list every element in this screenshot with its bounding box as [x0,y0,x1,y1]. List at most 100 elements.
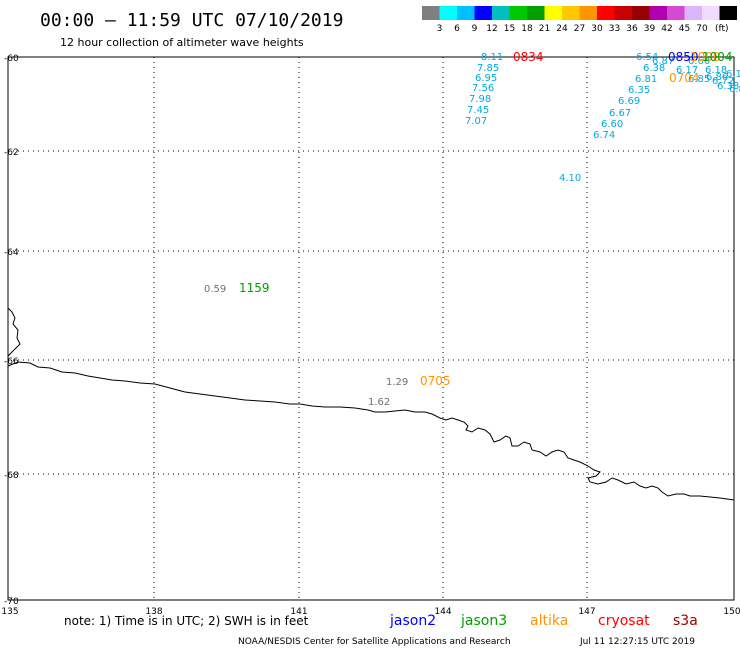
legend-swatch [667,6,685,20]
satellite-jason2: jason2 [389,613,436,629]
pass-time-jason3: 1004 [702,50,733,64]
lon-label: 144 [434,607,451,617]
lon-label: 150 [723,607,740,617]
swh-value: 0.59 [204,284,226,295]
observation-labels: 8.11 7.85 6.95 7.56 7.98 7.45 7.07 0834 … [204,50,740,408]
satellite-altika: altika [530,613,568,629]
legend-tick-label: 33 [609,24,620,34]
swh-value: 4.10 [559,173,581,184]
swh-value: 6.8 [729,84,740,95]
legend-swatch [457,6,475,20]
swh-value: 6.54 [636,52,658,63]
legend-tick-label: 36 [626,24,638,34]
legend-swatch [632,6,650,20]
legend-swatch [597,6,615,20]
swh-value: 6.86 [706,72,728,83]
legend-tick-label: 70 [696,24,708,34]
coastline [7,307,735,501]
swh-value: 6.87 [652,56,674,67]
swh-value: 6.18 [726,69,740,80]
legend-tick-label: 27 [574,24,585,34]
swh-value: 8.11 [481,52,503,63]
map-frame [7,56,735,601]
legend-swatch [439,6,457,20]
legend-swatch [474,6,492,20]
swh-value: 6.35 [628,85,650,96]
swh-value: 7.56 [472,83,494,94]
satellite-cryosat: cryosat [598,613,650,629]
legend-swatch [509,6,527,20]
legend-tick-label: 21 [539,24,550,34]
pass-time-altika: 0704 [669,71,700,85]
legend-tick-label: 30 [591,24,603,34]
lon-label: 135 [1,607,18,617]
swh-value: 6.18 [705,65,727,76]
legend-tick-label: 6 [454,24,460,34]
pass-time-cryosat: 0834 [513,50,544,64]
legend-swatch [579,6,597,20]
swh-value: 7.85 [477,63,499,74]
legend-tick-label: 42 [661,24,672,34]
lat-label: -62 [4,148,19,158]
longitude-labels: 135 138 141 144 147 150 [1,607,740,617]
legend-tick-label: 3 [437,24,443,34]
page-title: 00:00 – 11:59 UTC 07/10/2019 [40,10,343,31]
legend-tick-label: 15 [504,24,515,34]
graticule [8,57,734,600]
swh-value: 1.29 [386,377,408,388]
swh-value: 7.45 [467,105,489,116]
lon-label: 141 [290,607,307,617]
legend-swatch [422,6,440,20]
swh-value: 6.72 [712,76,734,87]
footer-credit: NOAA/NESDIS Center for Satellite Applica… [238,637,511,647]
legend-swatch [684,6,702,20]
legend-swatch [719,6,737,20]
swh-value: 6.85 [688,74,710,85]
legend-tick-label: 9 [472,24,478,34]
legend-tick-label: 18 [521,24,533,34]
legend-swatch [562,6,580,20]
legend-swatch [614,6,632,20]
pass-time-jason2: 0850 [668,50,699,64]
legend-swatch [492,6,510,20]
lat-label: -70 [4,597,19,607]
footer-timestamp: Jul 11 12:27:15 UTC 2019 [579,637,695,647]
legend-swatch [527,6,545,20]
swh-value: 7.98 [469,94,491,105]
swh-value: 1.62 [368,397,390,408]
swh-value: 7.07 [465,116,487,127]
lat-label: -64 [4,248,19,258]
legend-unit: (ft) [715,24,729,34]
legend-swatch [544,6,562,20]
swh-value: 6.95 [475,73,497,84]
pass-time-altika: 1000 [690,50,721,64]
swh-value: 6.38 [643,63,665,74]
swh-value: 6.60 [601,119,623,130]
lat-label: -68 [4,471,19,481]
swh-value: 6.67 [609,108,631,119]
page-subtitle: 12 hour collection of altimeter wave hei… [60,36,304,49]
legend-tick-label: 45 [679,24,690,34]
footer-note: note: 1) Time is in UTC; 2) SWH is in fe… [64,614,309,628]
lat-label: -66 [4,357,19,367]
satellite-s3a: s3a [673,613,698,629]
legend-tick-label: 12 [486,24,497,34]
swh-value: 6.17 [676,65,698,76]
satellite-jason3: jason3 [460,613,507,629]
lat-label: -60 [4,54,19,64]
legend-swatch [649,6,667,20]
swh-value: 6.38 [717,81,739,92]
swh-value: 6.60 [688,56,710,67]
legend-tick-label: 24 [556,24,568,34]
pass-time-jason3: 1159 [239,281,270,295]
legend-tick-label: 39 [644,24,656,34]
latitude-labels: -60 -62 -64 -66 -68 -70 [4,54,19,607]
lon-label: 147 [578,607,595,617]
swh-value: 6.69 [618,96,640,107]
legend-swatch [702,6,720,20]
color-scale-legend: 3 6 9 12 15 18 21 24 27 30 33 36 39 42 45 70 [422,6,737,34]
lon-label: 138 [145,607,162,617]
pass-time-altika: 0705 [420,374,451,388]
swh-value: 6.74 [593,130,615,141]
